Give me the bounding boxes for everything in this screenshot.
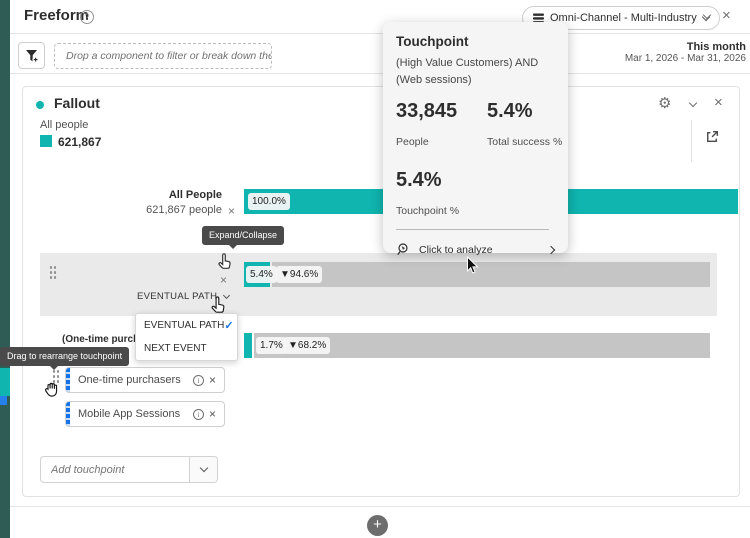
close-icon[interactable]: × — [208, 373, 216, 387]
filter-plus-icon — [25, 49, 39, 63]
analyze-label: Click to analyze — [419, 244, 493, 256]
header-divider — [10, 33, 750, 34]
touchpoint-percent-label: Touchpoint % — [396, 205, 460, 217]
chip-one-time-purchasers[interactable]: One-time purchasers i × — [65, 367, 225, 393]
hand-pointer-cursor — [209, 296, 227, 319]
row1-remove-button[interactable]: × — [228, 204, 236, 218]
menu-item-label: EVENTUAL PATH — [144, 320, 225, 331]
dataset-label: Omni-Channel - Multi-Industry — [550, 12, 697, 24]
drag-tooltip-arrow — [50, 366, 58, 374]
row2-bar-fallout[interactable] — [272, 262, 710, 287]
legend-swatch — [40, 135, 52, 147]
add-panel-button[interactable]: + — [367, 515, 388, 536]
touchpoint-popover: Touchpoint (High Value Customers) AND (W… — [383, 22, 568, 256]
row3-drag-handle[interactable] — [52, 369, 60, 385]
grab-hand-cursor — [43, 379, 62, 403]
total-success-label: Total success % — [487, 136, 563, 148]
chip-mobile-app-sessions[interactable]: Mobile App Sessions i × — [65, 401, 225, 427]
menu-item-next-event[interactable]: NEXT EVENT — [136, 337, 237, 360]
legend-divider — [691, 120, 692, 162]
chip-label: One-time purchasers — [78, 374, 181, 386]
info-icon[interactable]: i — [192, 408, 204, 420]
people-value: 33,845 — [396, 100, 458, 122]
left-panel-edge — [0, 0, 10, 538]
add-touchpoint-dropdown-button[interactable] — [189, 457, 217, 482]
filter-divider — [10, 73, 750, 74]
open-in-new-icon[interactable] — [704, 129, 720, 150]
people-label: People — [396, 136, 429, 148]
check-icon: ✓ — [224, 320, 234, 332]
drag-tooltip: Drag to rearrange touchpoint — [0, 347, 130, 366]
row2-drag-handle[interactable] — [49, 265, 57, 281]
left-panel-edge-marker — [0, 396, 7, 405]
path-type-menu: EVENTUAL PATH ✓ NEXT EVENT — [135, 313, 238, 361]
panel-close-button[interactable]: × — [722, 7, 731, 24]
add-touchpoint-input[interactable] — [41, 457, 189, 482]
row2-fallout-pill: ▼94.6% — [276, 266, 323, 283]
chevron-right-icon — [546, 245, 556, 255]
chip-label: Mobile App Sessions — [78, 408, 181, 420]
popover-divider — [396, 229, 549, 230]
add-filter-button[interactable] — [18, 42, 45, 69]
touch-hand-icon — [216, 253, 233, 275]
chip-segment-bar — [66, 402, 70, 426]
date-range-label: This month — [686, 41, 746, 53]
bottom-divider — [10, 506, 750, 507]
chevron-down-icon — [199, 463, 208, 473]
expand-collapse-tooltip: Expand/Collapse — [202, 226, 285, 245]
total-success-value: 5.4% — [487, 100, 533, 122]
add-touchpoint-field — [40, 456, 218, 483]
left-panel-edge-accent — [0, 368, 10, 396]
filter-dropzone[interactable]: Drop a component to filter or break down… — [54, 43, 272, 69]
legend-label: All people — [40, 119, 89, 131]
menu-item-eventual-path[interactable]: EVENTUAL PATH ✓ — [136, 314, 237, 337]
chip-segment-bar — [66, 368, 70, 392]
menu-item-label: NEXT EVENT — [144, 343, 207, 354]
viz-title: Fallout — [54, 95, 100, 111]
viz-close-button[interactable]: × — [714, 94, 723, 111]
row2-remove-button[interactable]: × — [220, 273, 228, 287]
analyze-icon — [396, 242, 412, 258]
close-icon[interactable]: × — [208, 407, 216, 421]
date-range-value: Mar 1, 2026 - Mar 31, 2026 — [624, 53, 746, 64]
row1-percent-pill: 100.0% — [248, 193, 290, 210]
help-icon[interactable]: ? — [80, 10, 94, 24]
expand-collapse-tooltip-arrow — [229, 245, 237, 253]
row2-percent-pill: 5.4% — [246, 266, 277, 283]
gear-icon[interactable]: ⚙ — [658, 95, 672, 112]
row3-name: (One-time purcha... — [62, 334, 154, 345]
row1-people: 621,867 people — [146, 204, 222, 216]
row3-percent-pill: 1.7% — [256, 337, 287, 354]
date-range-selector[interactable]: This month Mar 1, 2026 - Mar 31, 2026 — [560, 41, 746, 64]
row1-name: All People — [168, 189, 222, 201]
viz-color-dot — [36, 101, 44, 109]
row2-path-type-label: EVENTUAL PATH — [137, 291, 218, 302]
row3-fallout-pill: ▼68.2% — [284, 337, 331, 354]
popover-segment: (High Value Customers) AND (Web sessions… — [396, 57, 539, 86]
popover-title: Touchpoint — [396, 34, 469, 49]
info-icon[interactable]: i — [192, 374, 204, 386]
touchpoint-percent-value: 5.4% — [396, 169, 442, 191]
legend-value: 621,867 — [58, 135, 102, 149]
mouse-arrow-cursor — [466, 255, 479, 280]
row3-bar-touchpoint[interactable] — [244, 333, 252, 358]
page-title: Freeform — [24, 7, 90, 24]
row2-path-type-selector[interactable]: EVENTUAL PATH — [137, 291, 231, 302]
click-to-analyze[interactable]: Click to analyze — [396, 239, 556, 261]
